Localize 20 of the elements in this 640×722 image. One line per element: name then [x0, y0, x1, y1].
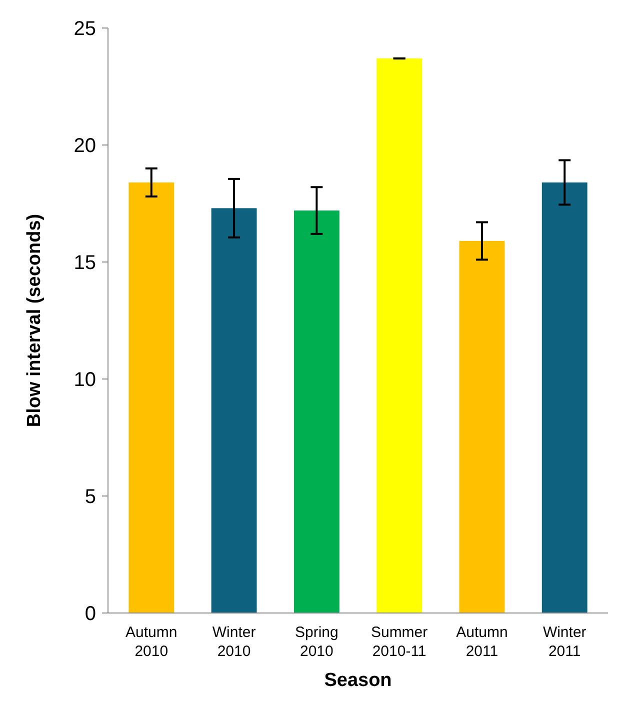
x-tick-label: Winter 2010 — [212, 624, 256, 660]
y-tick-label: 25 — [74, 18, 96, 40]
bar — [376, 58, 422, 613]
y-axis-title: Blow interval (seconds) — [24, 214, 45, 428]
bar — [459, 240, 505, 613]
bar — [294, 210, 340, 613]
x-tick-label: Spring 2010 — [295, 624, 338, 660]
x-tick-label: Autumn 2011 — [456, 624, 508, 660]
y-tick-label: 5 — [84, 486, 96, 508]
y-tick-label: 0 — [84, 603, 96, 625]
bar — [211, 208, 257, 613]
bar — [128, 182, 174, 613]
y-tick-label: 20 — [74, 135, 96, 157]
x-axis-title: Season — [324, 670, 392, 691]
bar — [542, 182, 588, 613]
x-tick-label: Winter 2011 — [542, 624, 586, 660]
x-tick-label: Summer 2010-11 — [370, 624, 428, 660]
x-tick-label: Autumn 2010 — [126, 624, 178, 660]
y-tick-label: 15 — [74, 252, 96, 274]
y-tick-label: 10 — [74, 369, 96, 391]
